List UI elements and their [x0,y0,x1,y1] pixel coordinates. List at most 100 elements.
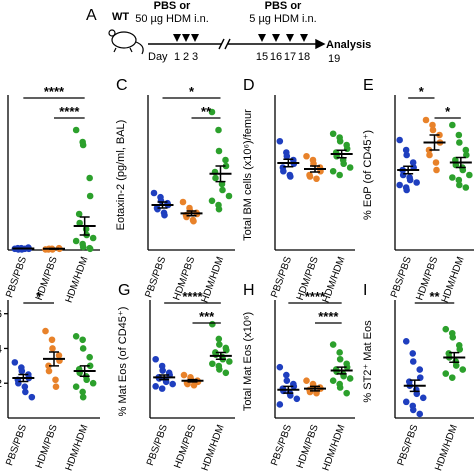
data-point [283,371,290,379]
data-point [11,359,19,366]
panel-letter: A [86,7,97,24]
data-point [45,367,53,375]
data-point [223,346,230,354]
data-point [209,360,216,368]
y-axis-label: % EoP (of CD45⁺) [362,130,374,220]
data-point [396,136,403,144]
data-point [402,398,410,406]
data-point [402,338,410,345]
data-point [72,383,80,391]
data-point [89,379,97,387]
data-point [152,355,159,363]
data-point [452,362,460,369]
data-point [161,211,168,219]
data-point [329,377,337,385]
y-axis-label: % Mat Eos (of CD45⁺) [117,307,129,417]
y-axis-label: Total Mat Eos (x10⁶) [242,312,254,411]
error-bar [336,149,347,159]
significance-label: * [36,289,42,304]
data-point [442,325,450,333]
significance-label: * [419,84,425,99]
x-tick-label: HDM/HDM [440,255,467,304]
data-point [409,406,417,414]
panel: H Total Mat Eos (x10⁶) PBS/PBS HDM/PBS HDM/H… [242,282,355,472]
x-tick-label: HDM/PBS [172,423,198,470]
data-point [463,151,470,159]
x-tick-label: HDM/HDM [64,423,91,472]
data-point [303,377,310,385]
data-point [150,189,158,197]
day-number: 15 [256,51,268,63]
data-point [86,174,93,182]
phase-label: 5 µg HDM i.n. [249,13,316,25]
data-point [340,160,347,168]
data-point [190,217,197,225]
data-point [226,358,233,365]
y-tick-label: 0.2 [0,378,2,390]
panel: I % ST2⁺ Mat Eos PBS/PBS HDM/HDM ** [362,282,474,472]
data-point [329,167,337,175]
significance-label: ** [429,289,440,304]
data-point [433,166,440,174]
data-point [76,219,83,227]
significance-label: **** [318,309,339,324]
timeline [148,38,326,50]
data-point [89,234,97,242]
x-tick-label: HDM/PBS [295,423,321,470]
error-bar [429,134,440,151]
data-point [86,192,94,200]
significance-label: * [189,84,195,99]
error-bar [18,247,29,250]
data-point [169,380,176,388]
day-number: 17 [284,51,296,63]
data-point [86,245,94,253]
y-axis-label: % ST2⁺ Mat Eos [362,320,374,403]
error-bar [310,165,320,173]
error-bar [409,379,420,393]
data-point [403,186,410,194]
data-point [159,367,166,374]
data-point [208,108,216,116]
data-point [422,116,430,124]
y-tick-label: 0.6 [0,309,2,321]
data-point [18,367,26,375]
x-tick-label: PBS/PBS [4,255,29,299]
data-point [83,376,90,384]
day-number: 19 [328,53,340,65]
x-tick-label: PBS/PBS [143,255,168,299]
x-tick-label: PBS/PBS [396,423,421,467]
data-point [329,341,337,348]
data-point [283,377,291,385]
data-point [409,350,417,357]
data-point [346,375,354,382]
data-point [79,345,87,352]
data-point [276,363,284,371]
y-axis-label: Total BM cells (x10⁶)/femur [242,109,254,241]
error-bar [310,385,320,392]
data-point [293,395,301,403]
x-tick-label: PBS/PBS [269,423,294,467]
panel-letter: I [363,282,367,299]
x-tick-label: HDM/HDM [199,255,226,304]
error-bar [186,210,197,217]
x-tick-label: PBS/PBS [389,255,414,299]
day-number: 18 [298,51,310,63]
data-point [79,336,86,344]
day-number: 16 [270,51,282,63]
error-bar [187,378,198,383]
data-point [152,383,159,390]
x-tick-label: HDM/HDM [321,423,348,472]
data-point [456,346,464,353]
data-point [86,353,93,361]
data-point [456,139,463,146]
data-point [336,384,344,391]
data-point [287,173,294,180]
panel: PBS/PBS HDM/PBS HDM/HDM******** [4,84,100,304]
data-point [276,137,284,145]
data-point [432,159,440,166]
panel-letter: D [243,77,255,94]
data-point [183,213,190,221]
